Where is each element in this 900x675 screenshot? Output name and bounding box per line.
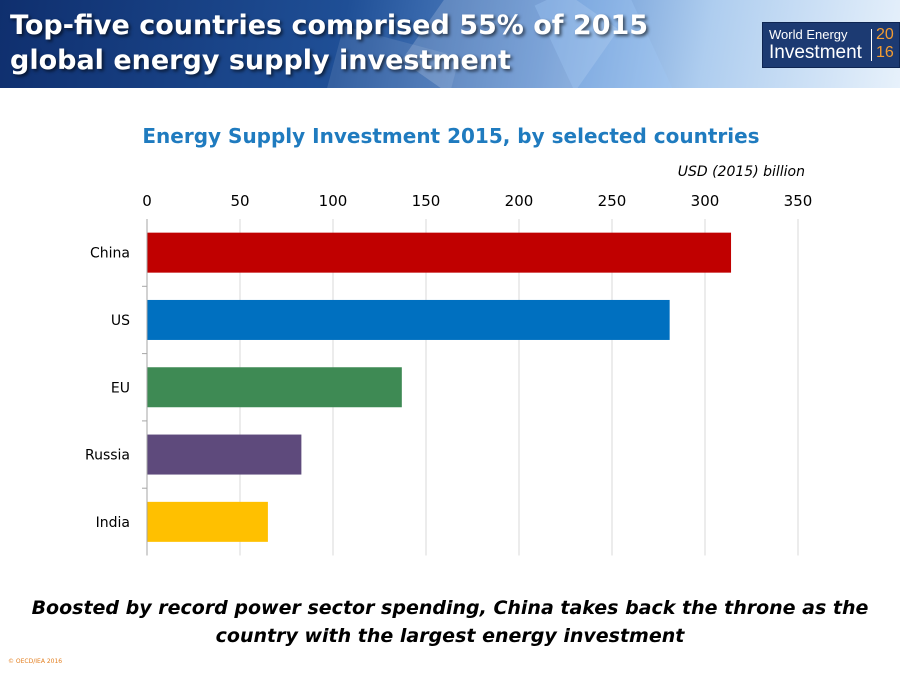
category-label: Russia: [85, 448, 130, 464]
category-label: India: [96, 515, 130, 531]
logo-line-2: Investment: [769, 42, 862, 63]
logo-year-top: 20: [876, 26, 894, 43]
bar-us: [147, 299, 670, 340]
chart-title: Energy Supply Investment 2015, by select…: [142, 124, 759, 148]
x-tick-label: 300: [691, 192, 720, 210]
header-banner: Top-five countries comprised 55% of 2015…: [0, 0, 900, 88]
copyright-notice: © OECD/IEA 2016: [8, 658, 63, 665]
slide-title: Top-five countries comprised 55% of 2015…: [10, 10, 649, 76]
bar-india: [147, 501, 268, 542]
x-tick-label: 0: [142, 192, 152, 210]
unit-label: USD (2015) billion: [678, 164, 805, 180]
category-label: EU: [111, 380, 130, 396]
x-tick-label: 200: [505, 192, 534, 210]
weo-logo: World Energy Investment 20 16: [762, 22, 900, 68]
logo-year-bottom: 16: [876, 44, 894, 61]
x-tick-label: 50: [230, 192, 249, 210]
x-tick-label: 100: [319, 192, 348, 210]
x-axis-ticks: 0 50 100 150 200 250 300 350: [142, 192, 812, 210]
gridlines: [239, 219, 799, 556]
category-label: China: [90, 246, 130, 262]
bars: [147, 232, 732, 542]
logo-line-1: World Energy: [769, 27, 848, 42]
x-tick-label: 150: [412, 192, 441, 210]
x-tick-label: 250: [598, 192, 627, 210]
x-tick-label: 350: [784, 192, 813, 210]
bar-chart: Energy Supply Investment 2015, by select…: [85, 124, 812, 556]
category-labels: China US EU Russia India: [85, 246, 147, 531]
bar-eu: [147, 367, 402, 408]
slide-caption: Boosted by record power sector spending,…: [31, 597, 869, 647]
bar-russia: [147, 434, 302, 475]
category-label: US: [111, 313, 130, 329]
logo-divider: [871, 29, 872, 61]
bar-china: [147, 232, 732, 273]
